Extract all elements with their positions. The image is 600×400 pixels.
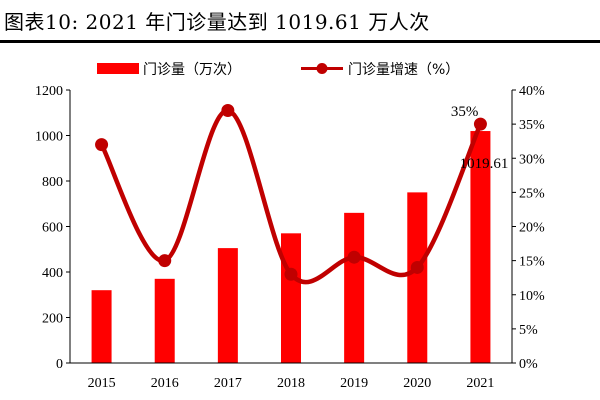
y-left-tick-label: 1000 bbox=[35, 130, 63, 145]
y-right-tick-label: 40% bbox=[519, 84, 545, 99]
y-left-tick-label: 600 bbox=[42, 221, 63, 236]
legend-swatch-marker bbox=[316, 63, 328, 74]
x-tick-label-2020: 2020 bbox=[403, 376, 431, 391]
legend: 门诊量（万次） 门诊量增速（%） bbox=[97, 62, 459, 78]
growth-point-2017 bbox=[221, 103, 235, 117]
bar-2017 bbox=[217, 248, 238, 363]
y-right-tick-label: 30% bbox=[519, 152, 545, 167]
y-right-tick-label: 0% bbox=[519, 357, 538, 372]
growth-point-2016 bbox=[158, 254, 172, 268]
y-right-tick-label: 10% bbox=[519, 289, 545, 304]
title-rule bbox=[0, 40, 600, 43]
bar-2019 bbox=[344, 212, 365, 363]
bar-2015 bbox=[91, 290, 112, 363]
x-tick-label-2018: 2018 bbox=[277, 376, 305, 391]
x-tick-label-2019: 2019 bbox=[340, 376, 368, 391]
y-left-tick-label: 400 bbox=[42, 266, 63, 281]
x-tick-label-2015: 2015 bbox=[88, 376, 116, 391]
y-right-tick-label: 35% bbox=[519, 118, 545, 133]
bar-2018 bbox=[281, 233, 301, 363]
legend-label-line: 门诊量增速（%） bbox=[348, 62, 459, 78]
growth-point-2020 bbox=[410, 260, 424, 274]
annotation-growth-2021: 35% bbox=[451, 104, 479, 120]
legend-label-bar: 门诊量（万次） bbox=[143, 62, 241, 78]
y-left-tick-label: 0 bbox=[56, 357, 63, 372]
y-right-tick-label: 20% bbox=[519, 221, 545, 236]
growth-point-2015 bbox=[95, 138, 109, 152]
y-right-tick-label: 25% bbox=[519, 186, 545, 201]
growth-point-2019 bbox=[347, 250, 361, 264]
legend-swatch-bar bbox=[97, 63, 139, 74]
figure-title: 图表10: 2021 年门诊量达到 1019.61 万人次 bbox=[4, 10, 430, 34]
y-left-tick-label: 200 bbox=[42, 312, 63, 327]
x-tick-label-2016: 2016 bbox=[151, 376, 179, 391]
annotation-value-2021: 1019.61 bbox=[460, 156, 509, 172]
y-right-tick-label: 5% bbox=[519, 323, 538, 338]
y-left-tick-label: 1200 bbox=[35, 84, 63, 99]
x-tick-label-2021: 2021 bbox=[466, 376, 494, 391]
bar-2020 bbox=[407, 192, 428, 363]
x-tick-label-2017: 2017 bbox=[214, 376, 242, 391]
growth-point-2018 bbox=[284, 267, 298, 281]
y-right-tick-label: 15% bbox=[519, 255, 545, 270]
bar-2021 bbox=[470, 131, 491, 363]
growth-point-2021 bbox=[473, 117, 487, 131]
y-left-tick-label: 800 bbox=[42, 175, 63, 190]
bar-2016 bbox=[154, 278, 175, 363]
